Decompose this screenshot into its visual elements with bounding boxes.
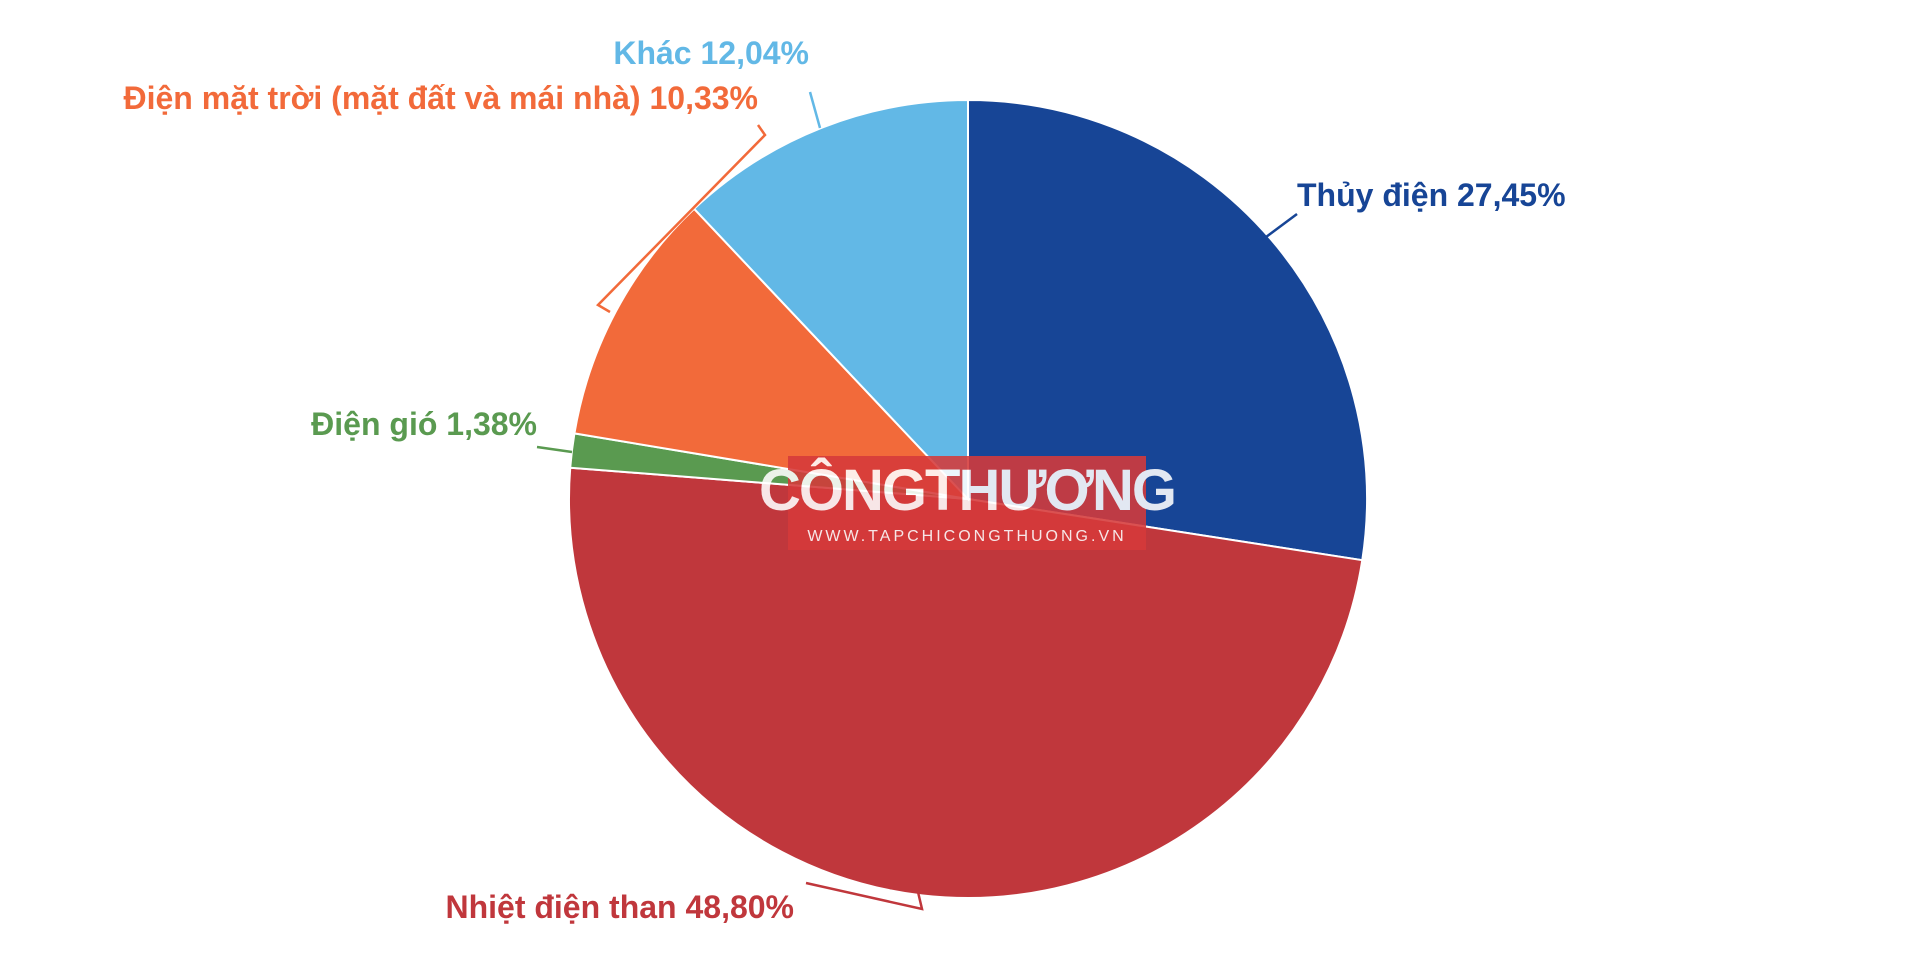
- value-label: 48,80%: [685, 889, 794, 925]
- value-label: 10,33%: [649, 80, 758, 116]
- value-label: 1,38%: [446, 406, 537, 442]
- pie-slice: [568, 466, 1364, 899]
- labels: Thủy điện 27,45% Nhiệt điện than 48,80% Đi…: [124, 35, 1566, 925]
- watermark: CÔNGTHƯƠNG WWW.TAPCHICONGTHUONG.VN: [759, 456, 1177, 550]
- watermark-url: WWW.TAPCHICONGTHUONG.VN: [807, 528, 1126, 545]
- value-label: 12,04%: [700, 35, 809, 71]
- pie-slice: [692, 98, 969, 502]
- value-label: 27,45%: [1457, 177, 1566, 213]
- leader-line: [805, 881, 924, 911]
- watermark-title: CÔNGTHƯƠNG: [759, 458, 1175, 523]
- category-name: Nhiệt điện than: [445, 889, 676, 925]
- pie: [568, 98, 1368, 899]
- category-name: Điện mặt trời (mặt đất và mái nhà): [124, 80, 641, 116]
- slice-label: Điện mặt trời (mặt đất và mái nhà) 10,33…: [124, 80, 759, 116]
- category-name: Khác: [613, 35, 691, 71]
- slice-label: Khác 12,04%: [613, 35, 809, 71]
- watermark-box: [788, 456, 1146, 550]
- slice-label: Nhiệt điện than 48,80%: [445, 889, 794, 925]
- leader-line: [808, 91, 822, 129]
- leader-line: [595, 124, 767, 314]
- slice-label: Điện gió 1,38%: [311, 406, 537, 442]
- leader-line: [1261, 212, 1298, 242]
- leader-line: [536, 445, 573, 454]
- category-name: Thủy điện: [1297, 177, 1448, 213]
- pie-slice: [967, 98, 1368, 562]
- slice-label: Thủy điện 27,45%: [1297, 177, 1566, 213]
- category-name: Điện gió: [311, 406, 437, 442]
